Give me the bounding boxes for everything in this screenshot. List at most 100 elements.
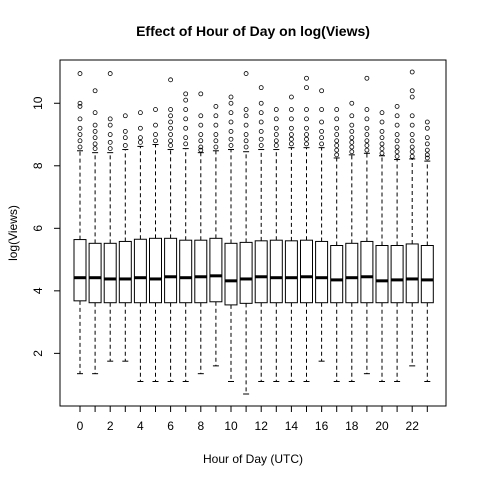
outlier-point <box>364 125 370 131</box>
outlier-point <box>198 91 204 97</box>
iqr-box <box>239 241 253 304</box>
outlier-point <box>213 144 219 150</box>
outlier-point <box>92 110 98 116</box>
outlier-point <box>107 146 113 151</box>
outlier-point <box>92 122 98 128</box>
x-tick-label: 12 <box>255 419 269 433</box>
outlier-point <box>379 150 385 156</box>
outlier-point <box>394 154 400 159</box>
x-axis-label: Hour of Day (UTC) <box>203 452 303 466</box>
box-hour-1 <box>88 88 102 375</box>
box-hour-14 <box>284 94 298 382</box>
outlier-point <box>258 85 264 91</box>
iqr-box <box>254 240 268 304</box>
box-hour-12 <box>254 85 268 382</box>
iqr-box <box>103 242 117 304</box>
outlier-point <box>304 136 309 142</box>
outlier-point <box>349 149 355 155</box>
outlier-point <box>304 75 309 81</box>
iqr-box <box>179 239 193 304</box>
outlier-point <box>122 135 128 141</box>
outlier-point <box>334 125 340 131</box>
outlier-point <box>334 116 340 122</box>
outlier-point <box>198 147 204 153</box>
outlier-point <box>77 100 83 106</box>
outlier-point <box>228 94 234 100</box>
iqr-box <box>390 245 404 304</box>
box-hour-8 <box>194 91 208 375</box>
iqr-box <box>330 245 344 304</box>
x-tick-label: 18 <box>345 419 359 433</box>
box-hour-9 <box>209 103 223 367</box>
y-tick-label: 10 <box>31 96 45 110</box>
outlier-point <box>349 122 355 128</box>
outlier-point <box>198 113 204 119</box>
outlier-point <box>319 141 325 147</box>
y-tick-label: 8 <box>31 162 45 169</box>
iqr-box <box>209 237 223 303</box>
y-axis-label: log(Views) <box>6 205 20 261</box>
outlier-point <box>424 155 430 161</box>
outlier-point <box>258 110 264 116</box>
y-tick-label: 6 <box>31 225 45 232</box>
outlier-point <box>334 147 340 153</box>
outlier-point <box>153 122 158 128</box>
boxes-layer <box>73 69 434 395</box>
outlier-point <box>409 138 415 144</box>
outlier-point <box>183 97 189 103</box>
outlier-point <box>258 100 264 106</box>
outlier-point <box>334 152 340 158</box>
outlier-point <box>153 132 158 137</box>
outlier-point <box>349 139 355 145</box>
outlier-point <box>364 116 370 122</box>
iqr-box <box>194 239 208 304</box>
outlier-point <box>379 146 385 151</box>
outlier-point <box>394 144 400 150</box>
outlier-point <box>198 122 204 128</box>
outlier-point <box>334 132 340 137</box>
outlier-point <box>288 125 294 131</box>
iqr-box <box>149 237 162 304</box>
box-hour-7 <box>179 91 193 382</box>
outlier-point <box>319 88 325 94</box>
iqr-box <box>118 240 132 304</box>
outlier-point <box>198 138 204 144</box>
box-hour-16 <box>315 88 329 362</box>
outlier-point <box>107 122 113 128</box>
outlier-point <box>349 128 355 134</box>
outlier-point <box>183 141 189 147</box>
outlier-point <box>153 107 158 112</box>
x-tick-label: 16 <box>315 419 329 433</box>
outlier-point <box>77 71 83 76</box>
outlier-point <box>213 138 219 144</box>
outlier-point <box>243 138 249 144</box>
outlier-point <box>107 116 113 122</box>
outlier-point <box>273 125 279 131</box>
outlier-point <box>319 119 325 125</box>
outlier-point <box>92 88 98 94</box>
box-hour-11 <box>239 71 253 395</box>
outlier-point <box>364 75 370 81</box>
iqr-box <box>375 245 389 304</box>
outlier-point <box>243 122 249 128</box>
x-axis: 0 2 4 6 8 10 12 14 16 18 20 22 <box>77 405 428 433</box>
box-hour-17 <box>330 107 344 382</box>
outlier-point <box>183 91 189 97</box>
iqr-box <box>269 239 283 304</box>
outlier-point <box>394 113 400 119</box>
box-hour-18 <box>345 100 359 382</box>
outlier-point <box>394 122 400 128</box>
box-hour-20 <box>375 110 389 382</box>
outlier-point <box>349 100 355 106</box>
outlier-point <box>137 139 143 145</box>
outlier-point <box>243 144 249 150</box>
outlier-point <box>228 128 234 134</box>
outlier-point <box>379 141 385 147</box>
outlier-point <box>364 107 370 112</box>
outlier-point <box>137 110 143 116</box>
outlier-point <box>213 103 219 109</box>
y-tick-label: 4 <box>31 287 45 294</box>
outlier-point <box>394 149 400 155</box>
x-tick-label: 6 <box>167 419 174 433</box>
iqr-box <box>315 240 329 304</box>
